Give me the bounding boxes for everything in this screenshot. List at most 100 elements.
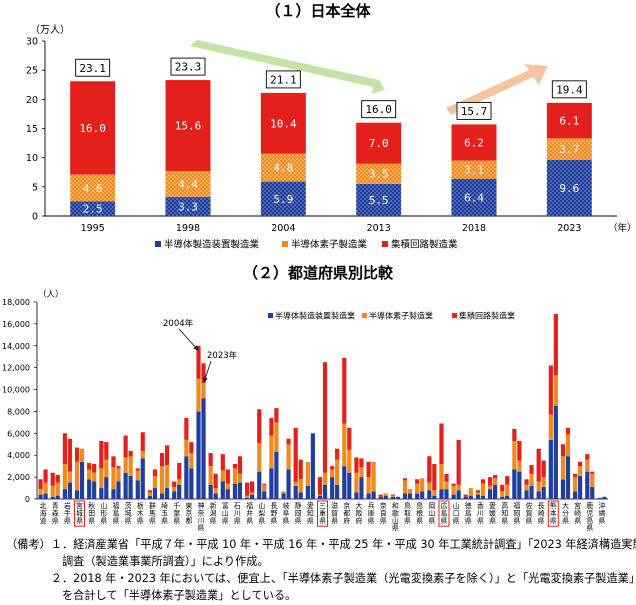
bar-segment (427, 482, 432, 491)
bar-segment (135, 470, 140, 481)
bar-segment (451, 494, 456, 499)
bar-segment (128, 456, 133, 477)
x-tick-label: 福岡県 (513, 501, 520, 525)
bar-segment (541, 477, 546, 487)
bar-segment (480, 483, 486, 496)
x-tick-label: 富山県 (222, 501, 229, 525)
total-label-box (265, 70, 301, 89)
bar-segment (177, 479, 182, 485)
bar-segment (208, 466, 213, 485)
bar-segment (415, 479, 420, 484)
highlight-box (74, 500, 86, 527)
bar-segment (573, 473, 578, 478)
bar-segment (208, 453, 213, 467)
bar-segment (104, 442, 109, 460)
bar-segment (140, 450, 145, 459)
bar-segment (104, 477, 109, 499)
bar-segment (177, 484, 182, 499)
bar-segment (237, 482, 243, 499)
bar-segment (70, 201, 116, 216)
bar-segment (50, 472, 55, 486)
bar-segment (420, 491, 425, 499)
bar-segment (590, 471, 595, 474)
bar-segment (366, 493, 371, 499)
x-tick-label: 秋田県 (88, 501, 95, 525)
bar-segment (330, 469, 335, 478)
bar-segment (390, 496, 395, 499)
bar-segment (232, 468, 238, 484)
bar-segment (383, 495, 388, 499)
bar-segment (135, 480, 140, 499)
bar-segment (560, 444, 566, 457)
bar-segment (152, 476, 158, 489)
bar-segment (335, 448, 340, 460)
bar-segment (541, 460, 546, 478)
bar-segment (371, 491, 376, 499)
bar-segment (189, 453, 194, 469)
bar-segment (225, 469, 230, 484)
x-tick-label: 栃木県 (137, 501, 144, 525)
bar-segment (232, 463, 238, 469)
bar-segment (128, 476, 133, 499)
highlight-box (317, 500, 328, 527)
data-label: 15.6 (175, 120, 202, 133)
bar-segment (293, 427, 298, 482)
note-line: を合計して「半導体素子製造業」としている。 (6, 589, 297, 602)
bar-segment (322, 362, 328, 473)
annotation-arrow (203, 360, 212, 383)
bar-segment (347, 427, 352, 450)
bar-segment (260, 153, 306, 182)
bar-segment (147, 495, 153, 499)
annotation-2004: 2004年 (163, 318, 194, 329)
bar-segment (220, 481, 225, 499)
bar-segment (184, 439, 189, 457)
bar-segment (366, 461, 371, 478)
bar-segment (201, 398, 206, 499)
bar-segment (159, 453, 165, 467)
bar-segment (281, 493, 286, 499)
bar-segment (322, 472, 328, 485)
bar-segment (546, 102, 592, 139)
bar-segment (553, 405, 558, 499)
y-tick-label: 5 (32, 182, 38, 193)
bar-segment (220, 454, 225, 471)
bar-segment (269, 418, 274, 436)
bar-segment (322, 484, 328, 499)
bar-segment (274, 422, 279, 452)
data-label: 6.2 (464, 137, 484, 150)
bar-segment (245, 482, 250, 496)
bar-segment (366, 477, 371, 494)
bar-segment (383, 493, 388, 496)
bar-segment (359, 458, 364, 468)
total-label: 15.7 (461, 105, 488, 118)
bar-segment (597, 497, 602, 499)
bar-segment (505, 495, 510, 499)
bar-segment (529, 465, 534, 474)
bar-segment (565, 456, 571, 499)
bar-segment (487, 485, 493, 490)
y-tick-label: 2,000 (7, 473, 30, 482)
bar-segment (237, 473, 243, 483)
bar-segment (257, 443, 262, 472)
y-tick-label: 8,000 (7, 407, 30, 416)
bar-segment (269, 468, 274, 499)
bar-segment (444, 473, 449, 482)
bar-segment (196, 411, 201, 499)
bar-segment (147, 490, 153, 493)
legend-label: 集積回路製造業 (391, 239, 458, 251)
bar-segment (585, 454, 590, 460)
bar-segment (432, 463, 437, 491)
bar-segment (286, 444, 291, 470)
bar-segment (87, 469, 92, 480)
legend-label: 集積回路製造業 (459, 311, 515, 321)
bar-segment (245, 495, 250, 498)
bar-segment (92, 472, 97, 482)
y-tick-label: 30 (26, 37, 38, 48)
bar-segment (305, 461, 310, 486)
legend-swatch (268, 313, 273, 318)
total-label: 23.1 (79, 62, 106, 75)
y-tick-label: 4,000 (7, 451, 30, 460)
data-label: 9.6 (559, 182, 579, 195)
y-unit-label: （万人） (30, 24, 70, 36)
bar-segment (50, 496, 55, 499)
